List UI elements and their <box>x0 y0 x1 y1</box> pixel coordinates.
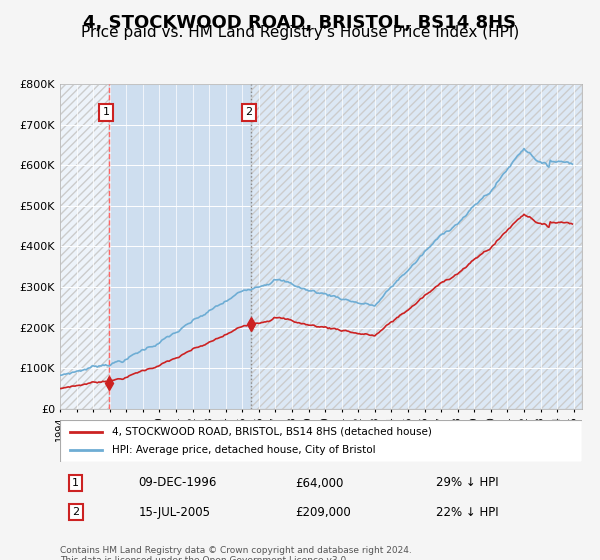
Text: 29% ↓ HPI: 29% ↓ HPI <box>436 477 499 489</box>
Text: 1: 1 <box>72 478 79 488</box>
Text: Price paid vs. HM Land Registry's House Price Index (HPI): Price paid vs. HM Land Registry's House … <box>81 25 519 40</box>
Text: HPI: Average price, detached house, City of Bristol: HPI: Average price, detached house, City… <box>112 445 376 455</box>
Text: £64,000: £64,000 <box>295 477 343 489</box>
Text: 2: 2 <box>72 507 79 517</box>
Text: 15-JUL-2005: 15-JUL-2005 <box>139 506 211 519</box>
Text: 22% ↓ HPI: 22% ↓ HPI <box>436 506 499 519</box>
Text: 4, STOCKWOOD ROAD, BRISTOL, BS14 8HS (detached house): 4, STOCKWOOD ROAD, BRISTOL, BS14 8HS (de… <box>112 427 432 437</box>
Text: 09-DEC-1996: 09-DEC-1996 <box>139 477 217 489</box>
Text: 2: 2 <box>245 108 253 118</box>
Text: 1: 1 <box>103 108 110 118</box>
Bar <box>109 84 251 409</box>
Text: £209,000: £209,000 <box>295 506 350 519</box>
FancyBboxPatch shape <box>60 420 582 462</box>
Text: 4, STOCKWOOD ROAD, BRISTOL, BS14 8HS: 4, STOCKWOOD ROAD, BRISTOL, BS14 8HS <box>83 14 517 32</box>
Text: Contains HM Land Registry data © Crown copyright and database right 2024.
This d: Contains HM Land Registry data © Crown c… <box>60 546 412 560</box>
